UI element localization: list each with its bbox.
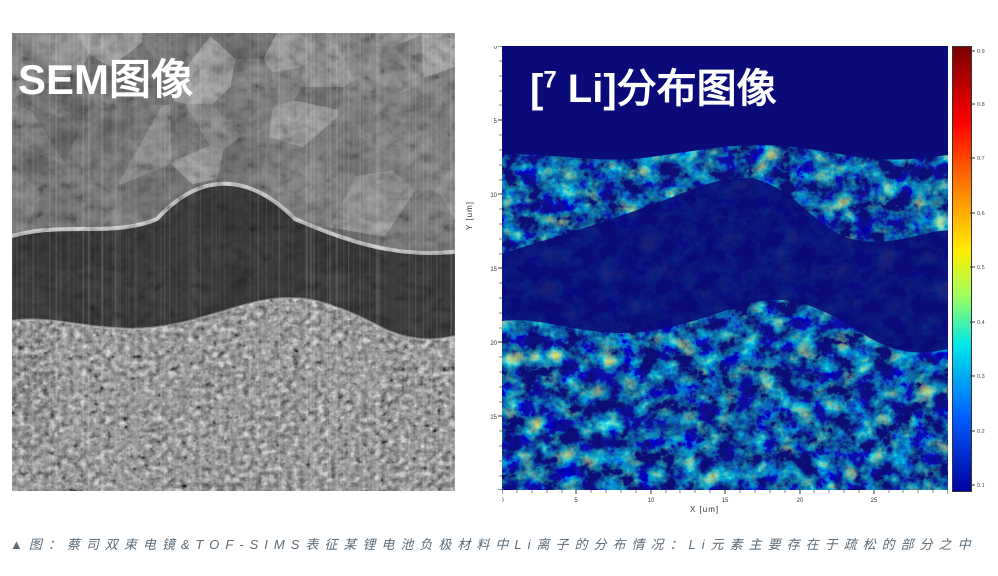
svg-text:0.9: 0.9: [977, 49, 985, 55]
svg-text:15: 15: [722, 498, 729, 504]
svg-text:10: 10: [490, 193, 497, 199]
svg-text:0: 0: [502, 498, 504, 504]
svg-text:15: 15: [490, 267, 497, 273]
svg-text:5: 5: [494, 119, 498, 125]
svg-text:0.8: 0.8: [977, 102, 985, 108]
svg-text:0.5: 0.5: [977, 265, 985, 271]
svg-text:10: 10: [648, 498, 655, 504]
svg-text:0.4: 0.4: [977, 320, 985, 326]
svg-text:25: 25: [871, 498, 878, 504]
svg-text:0.1: 0.1: [977, 483, 985, 489]
svg-text:0.3: 0.3: [977, 374, 985, 380]
svg-text:5: 5: [574, 498, 578, 504]
svg-text:0.2: 0.2: [977, 429, 985, 435]
svg-text:0.6: 0.6: [977, 211, 985, 217]
svg-text:0: 0: [494, 46, 498, 51]
svg-text:20: 20: [490, 341, 497, 347]
svg-text:20: 20: [797, 498, 804, 504]
svg-text:0.7: 0.7: [977, 156, 985, 162]
svg-text:25: 25: [490, 415, 497, 421]
